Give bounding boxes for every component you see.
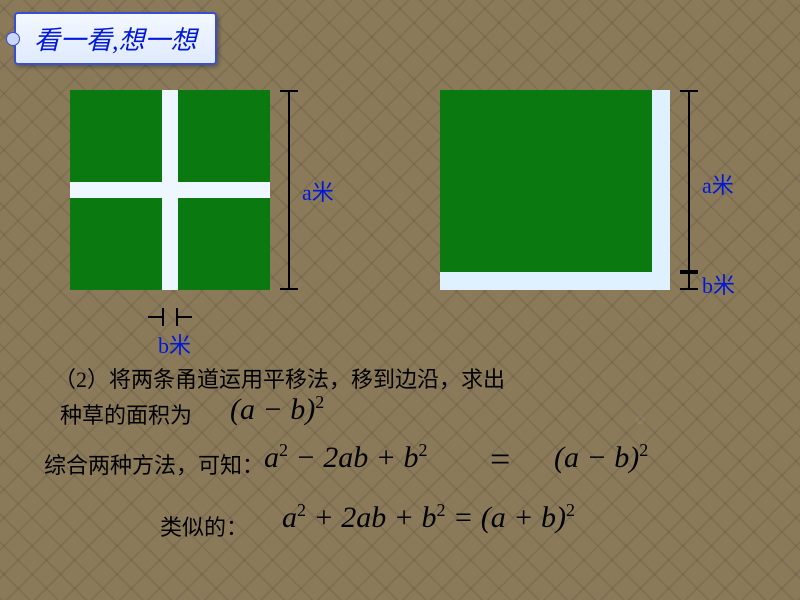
text-line2: 种草的面积为 xyxy=(60,398,192,430)
quad-br xyxy=(178,198,270,290)
dimL-a-label: a米 xyxy=(302,175,334,207)
formula-1: (a − b)2 xyxy=(230,392,324,427)
dimR-a-cap1 xyxy=(680,90,698,92)
dimL-a-cap2 xyxy=(280,288,298,290)
text-line1: （2）将两条甬道运用平移法，移到边沿，求出 xyxy=(54,362,505,394)
formula-2-eq: = xyxy=(490,438,510,480)
quad-tl xyxy=(70,90,162,182)
dimL-a-cap1 xyxy=(280,90,298,92)
quad-tr xyxy=(178,90,270,182)
strip-bottom xyxy=(440,272,670,290)
text-line4: 类似的： xyxy=(160,510,248,542)
title-box: 看一看,想一想 xyxy=(14,12,217,65)
dimR-b-line xyxy=(688,272,690,290)
quad-bl xyxy=(70,198,162,290)
dimL-b-label: b米 xyxy=(158,328,191,360)
dimL-b-l xyxy=(162,308,164,326)
scroll-ornament xyxy=(6,32,20,46)
figure-left: a米 b米 xyxy=(70,90,270,290)
figure-right: a米 b米 xyxy=(440,90,670,290)
formula-2-rhs: (a − b)2 xyxy=(554,440,648,475)
formula-2-lhs: a2 − 2ab + b2 xyxy=(264,440,428,475)
text-line3: 综合两种方法，可知： xyxy=(44,448,264,480)
formula-3: a2 + 2ab + b2 = (a + b)2 xyxy=(282,500,575,535)
dimL-b-arrR xyxy=(178,316,192,318)
figures-stage: a米 b米 a米 b米 xyxy=(0,80,800,310)
dimR-a-label: a米 xyxy=(702,168,734,200)
dimL-a-line xyxy=(288,90,290,290)
dimR-b-label: b米 xyxy=(702,268,735,300)
dimR-a-line xyxy=(688,90,690,272)
dimL-b-arrL xyxy=(148,316,162,318)
title-text: 看一看,想一想 xyxy=(34,26,197,55)
green-ab xyxy=(440,90,652,272)
strip-right xyxy=(652,90,670,272)
